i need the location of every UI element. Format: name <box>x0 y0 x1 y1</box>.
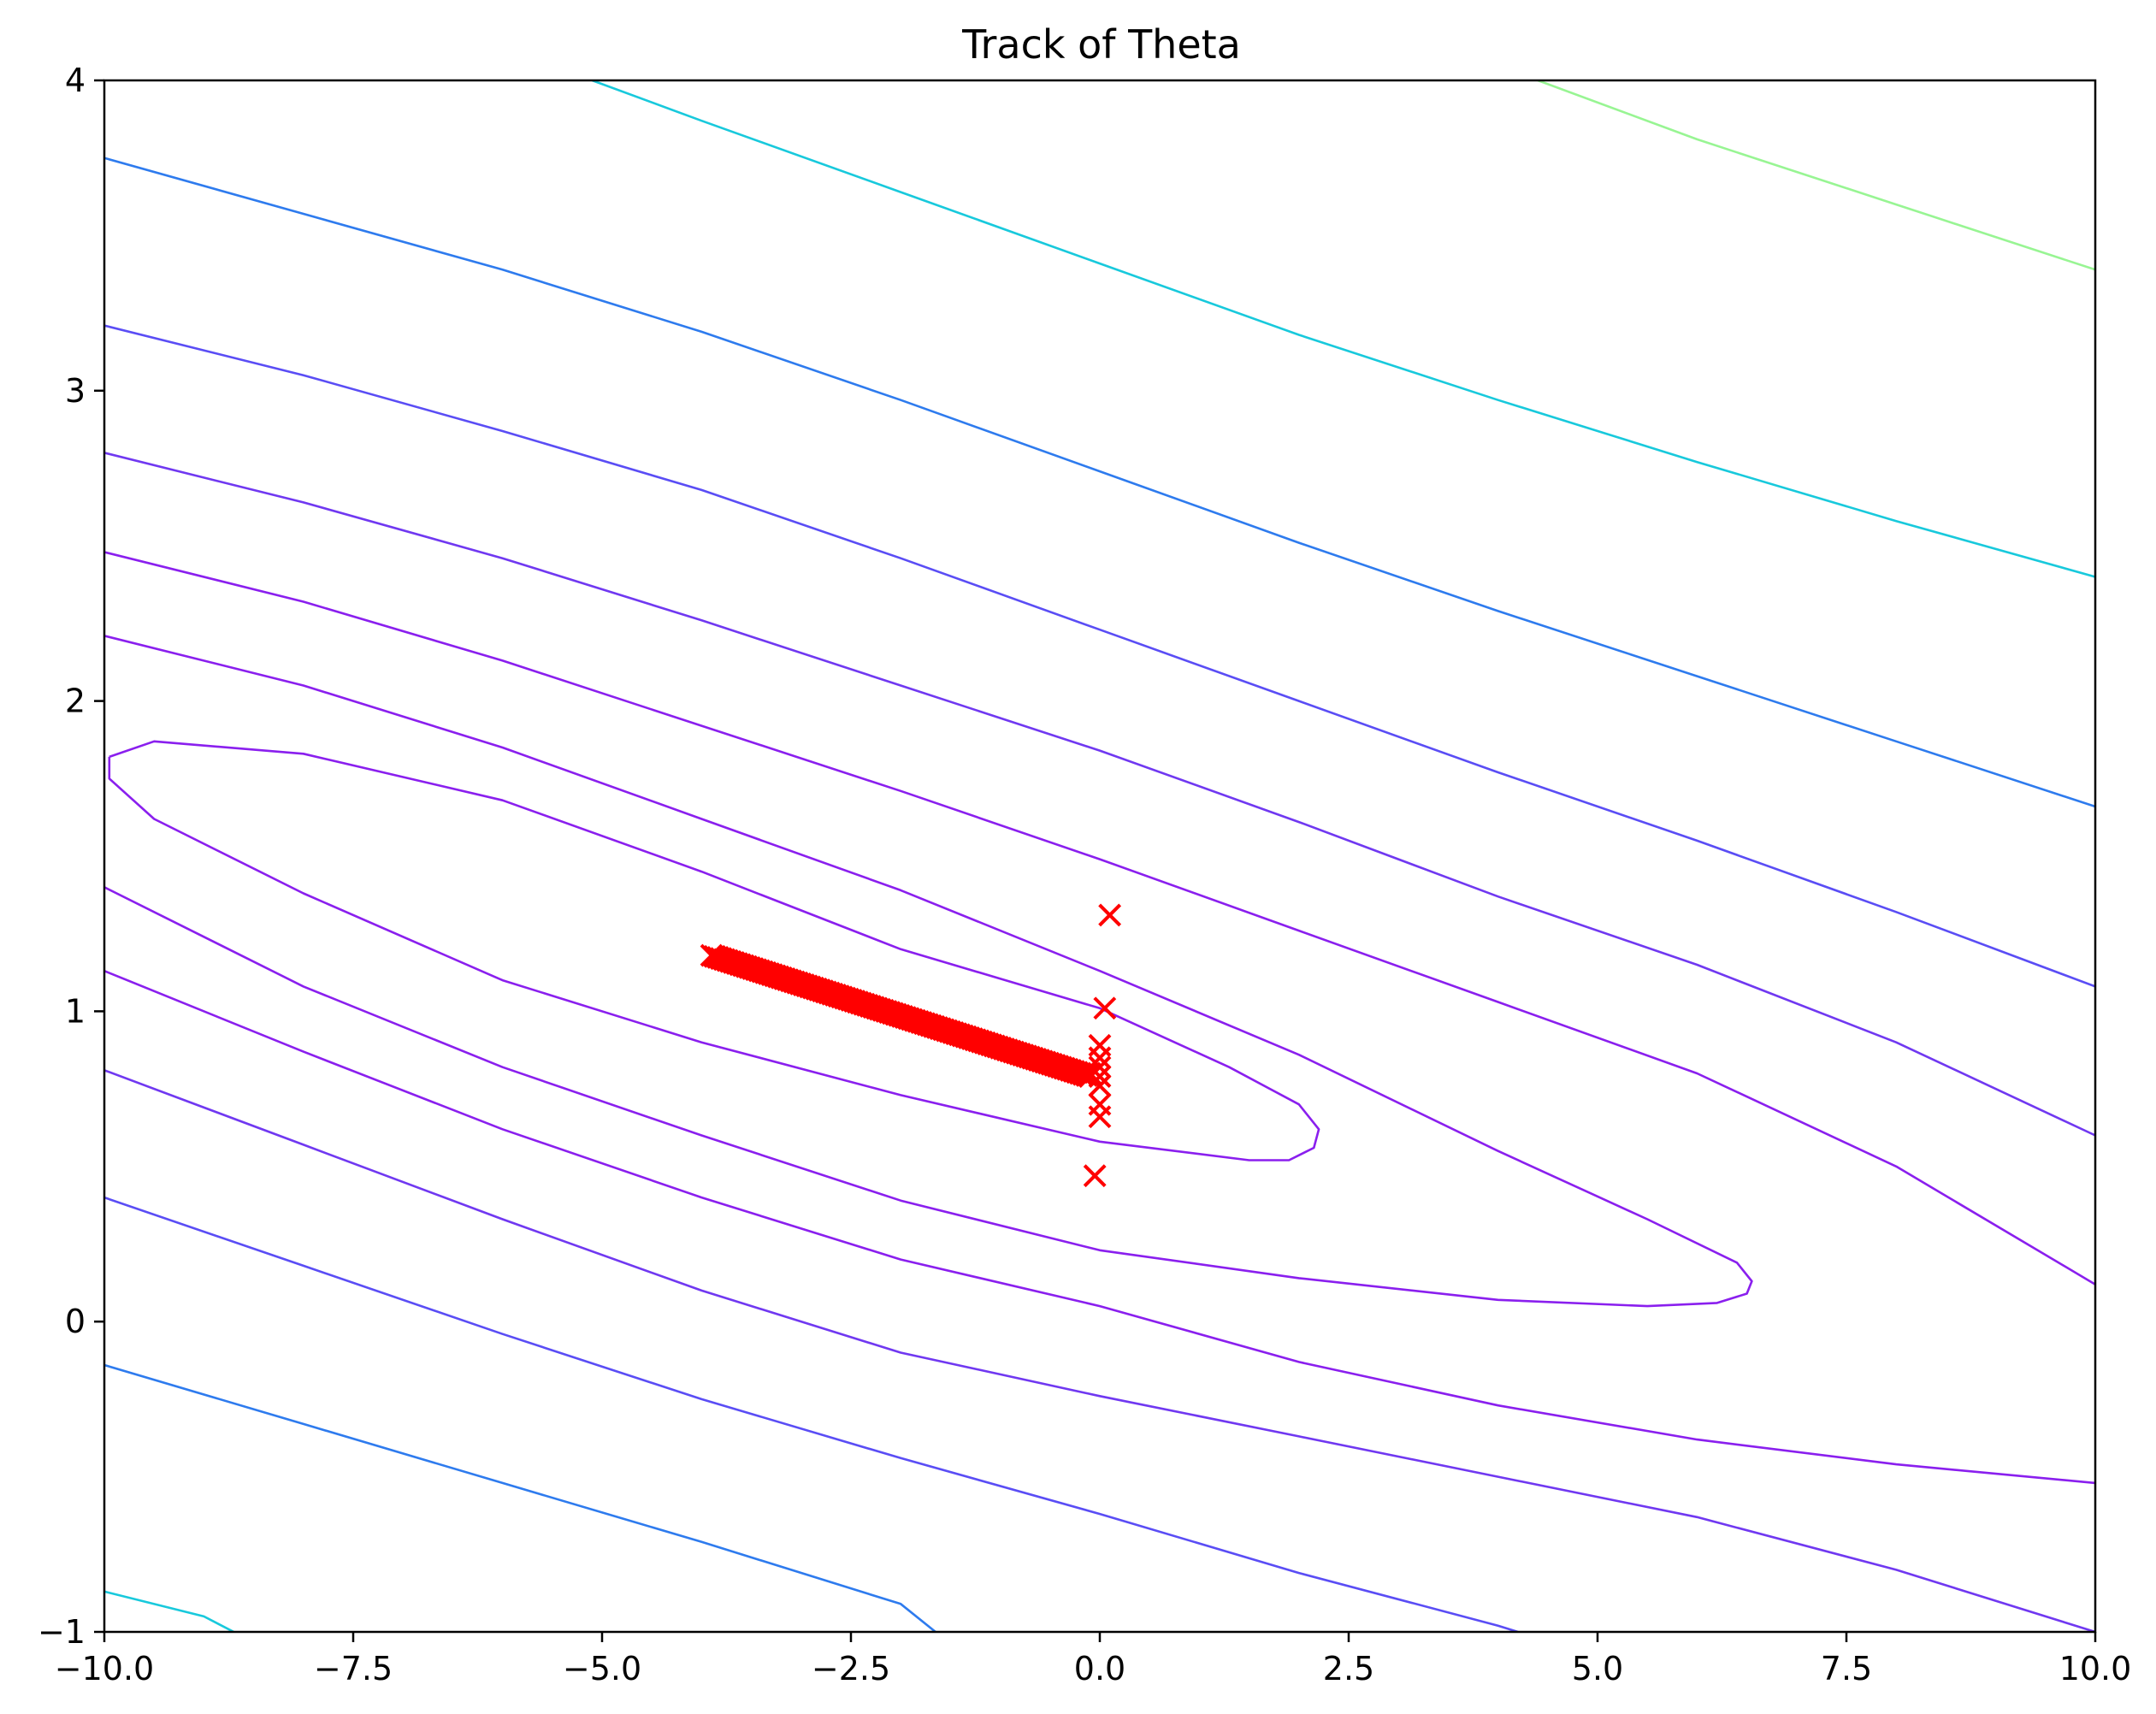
x-tick-label: −10.0 <box>55 1650 154 1687</box>
contour-line-band-5-lower <box>104 1196 1519 1632</box>
y-tick-label: −1 <box>38 1613 86 1651</box>
contour-line-band-6-lower <box>104 1363 936 1632</box>
x-tick-label: −5.0 <box>563 1650 641 1687</box>
theta-marker-0-1 <box>1093 996 1117 1020</box>
y-axis: −1 0 1 2 3 4 <box>38 62 104 1651</box>
y-tick-label: 3 <box>65 372 86 410</box>
contour-line-ellipse-outer <box>104 635 1753 1308</box>
y-tick-label: 1 <box>65 992 86 1030</box>
chart-title: Track of Theta <box>961 21 1241 68</box>
contour-line-band-7-upper <box>591 80 2095 578</box>
theta-marker-0-0 <box>1098 903 1122 927</box>
contour-line-band-4-upper <box>104 452 2095 1137</box>
x-tick-label: 10.0 <box>2059 1650 2132 1687</box>
theta-marker-0-0-stroke-b <box>1098 903 1122 927</box>
contour-line-band-3-upper <box>104 551 2095 1286</box>
contour-layer <box>104 80 2095 1632</box>
y-tick-label: 0 <box>65 1303 86 1340</box>
contour-line-band-8-upper <box>1537 80 2095 271</box>
theta-track-marker-119-stroke-b <box>1078 1065 1102 1089</box>
contour-line-band-6-upper <box>104 157 2095 808</box>
x-tick-label: −7.5 <box>314 1650 393 1687</box>
theta-marker-0-9-stroke-b <box>1083 1164 1107 1188</box>
x-tick-label: 7.5 <box>1821 1650 1872 1687</box>
contour-line-band-5-upper <box>104 324 2095 988</box>
contour-line-band-4-lower <box>104 1069 2095 1632</box>
theta-marker-0-8-stroke-b <box>1088 1105 1112 1129</box>
x-axis: −10.0 −7.5 −5.0 −2.5 0.0 2.5 5.0 7.5 10.0 <box>55 1632 2132 1687</box>
y-tick-label: 2 <box>65 683 86 720</box>
marker-layer <box>700 903 1122 1188</box>
x-tick-label: 0.0 <box>1074 1650 1125 1687</box>
x-tick-label: 5.0 <box>1572 1650 1623 1687</box>
contour-line-band-7-lower <box>104 1590 234 1632</box>
contour-line-ellipse-inner <box>108 740 1320 1161</box>
contour-line-band-3-lower <box>104 969 2095 1485</box>
theta-marker-0-9 <box>1083 1164 1107 1188</box>
theta-marker-0-8 <box>1088 1105 1112 1129</box>
x-tick-label: −2.5 <box>812 1650 890 1687</box>
theta-marker-0-1-stroke-b <box>1093 996 1117 1020</box>
x-tick-label: 2.5 <box>1323 1650 1374 1687</box>
theta-track-marker-119 <box>1078 1065 1102 1089</box>
y-tick-label: 4 <box>65 62 86 99</box>
